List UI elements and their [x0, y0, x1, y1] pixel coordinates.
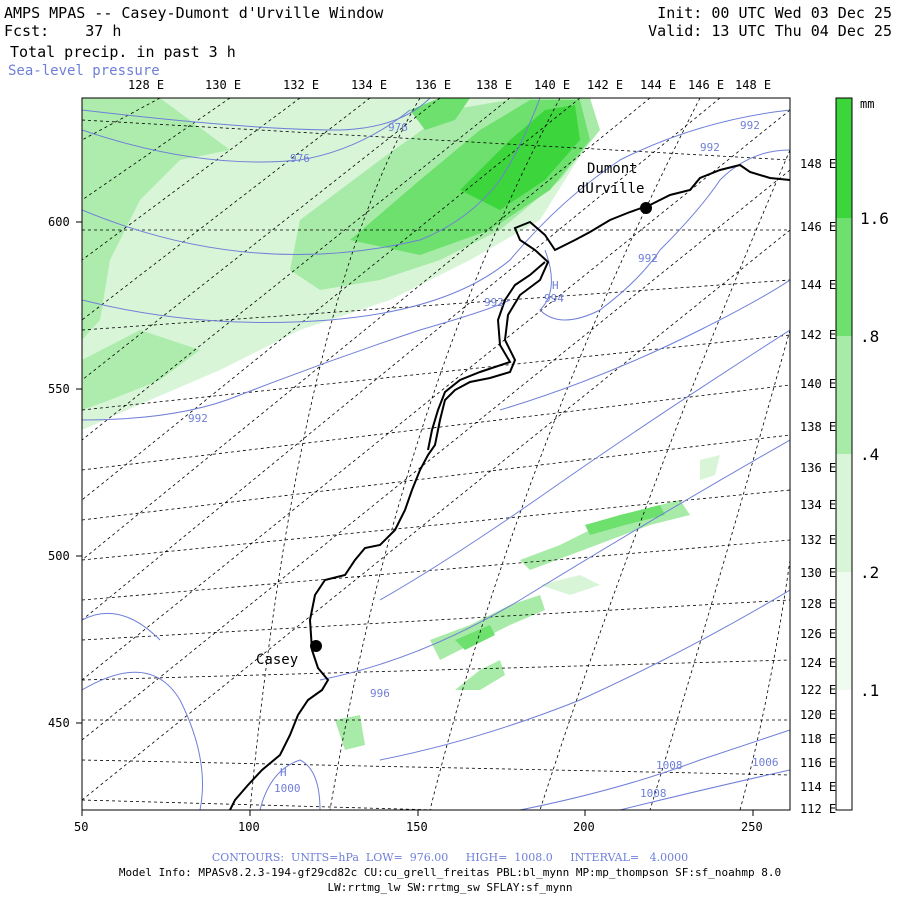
- lon-label: 120 E: [800, 708, 836, 722]
- y-tick-label: 500: [48, 549, 70, 563]
- high-marker: H: [552, 279, 559, 292]
- lon-label: 134 E: [800, 498, 836, 512]
- colorbar-level: .1: [860, 681, 879, 700]
- colorbar-level: .4: [860, 445, 879, 464]
- coastline: [229, 163, 790, 810]
- right-lon-labels: 148 E 146 E 144 E 142 E 140 E 138 E 136 …: [800, 157, 836, 816]
- contour-info: CONTOURS: UNITS=hPa LOW= 976.00 HIGH= 10…: [211, 851, 689, 864]
- contour-label: 992: [700, 141, 720, 154]
- lon-label: 144 E: [640, 78, 676, 92]
- lon-label: 148 E: [800, 157, 836, 171]
- contour-label: 1008: [640, 787, 667, 800]
- lon-label: 128 E: [128, 78, 164, 92]
- x-tick-label: 250: [741, 820, 763, 834]
- x-tick-label: 50: [74, 820, 88, 834]
- contour-label: 1008: [656, 759, 683, 772]
- contour-label: 996: [370, 687, 390, 700]
- colorbar-segment-0.8: [836, 218, 852, 336]
- coastline-inner: [427, 261, 546, 451]
- station-dumont-marker: [640, 202, 652, 214]
- x-axis: 50 100 150 200 250: [74, 810, 763, 834]
- lon-label: 144 E: [800, 278, 836, 292]
- colorbar-level: .2: [860, 563, 879, 582]
- field-name: Total precip. in past 3 h: [10, 43, 236, 61]
- lon-label: 146 E: [800, 220, 836, 234]
- lon-label: 128 E: [800, 597, 836, 611]
- lon-label: 130 E: [800, 566, 836, 580]
- contour-label: 994: [544, 292, 564, 305]
- lon-label: 114 E: [800, 780, 836, 794]
- colorbar: mm .1 .2 .4 .8 1.6: [835, 97, 889, 811]
- model-info: Model Info: MPASv8.2.3-194-gf29cd82c CU:…: [118, 866, 782, 879]
- contour-label: 992: [638, 252, 658, 265]
- x-tick-label: 100: [238, 820, 260, 834]
- y-tick-label: 600: [48, 215, 70, 229]
- lon-label: 118 E: [800, 732, 836, 746]
- top-lon-labels: 128 E 130 E 132 E 134 E 136 E 138 E 140 …: [128, 78, 771, 92]
- lon-label: 142 E: [587, 78, 623, 92]
- lon-label: 126 E: [800, 627, 836, 641]
- colorbar-segment-0: [836, 690, 852, 810]
- contour-label: 992: [740, 119, 760, 132]
- colorbar-segment-0.1: [836, 572, 852, 690]
- lon-label: 138 E: [800, 420, 836, 434]
- lon-label: 130 E: [205, 78, 241, 92]
- contour-labels: 976 976 992 992 992 994 992 992 996 1000…: [188, 119, 779, 800]
- contour-label: 976: [388, 121, 408, 134]
- colorbar-unit: mm: [860, 97, 874, 111]
- colorbar-level: .8: [860, 327, 879, 346]
- graticule: [82, 98, 790, 810]
- lon-label: 124 E: [800, 656, 836, 670]
- lon-label: 132 E: [800, 533, 836, 547]
- lon-label: 122 E: [800, 683, 836, 697]
- contour-label: 1000: [274, 782, 301, 795]
- lon-label: 112 E: [800, 802, 836, 816]
- station-dumont-label2: dUrville: [577, 181, 644, 197]
- x-tick-label: 200: [573, 820, 595, 834]
- contour-label: 976: [290, 152, 310, 165]
- lon-label: 148 E: [735, 78, 771, 92]
- forecast-hour: Fcst: 37 h: [4, 22, 122, 40]
- contour-label: 992: [484, 296, 504, 309]
- station-casey-label: Casey: [256, 652, 298, 668]
- lon-label: 116 E: [800, 756, 836, 770]
- colorbar-segment-0.2: [836, 454, 852, 572]
- overlay-name: Sea-level pressure: [8, 63, 160, 79]
- station-casey-marker: [310, 640, 322, 652]
- lon-label: 132 E: [283, 78, 319, 92]
- high-marker: H: [280, 766, 287, 779]
- y-tick-label: 550: [48, 382, 70, 396]
- valid-time: Valid: 13 UTC Thu 04 Dec 25: [648, 22, 892, 40]
- colorbar-segment-1.6: [836, 98, 852, 218]
- contour-label: 1006: [752, 756, 779, 769]
- map-title: AMPS MPAS -- Casey-Dumont d'Urville Wind…: [4, 4, 384, 22]
- y-tick-label: 450: [48, 716, 70, 730]
- contour-label: 992: [188, 412, 208, 425]
- lon-label: 140 E: [534, 78, 570, 92]
- station-dumont-label1: Dumont: [587, 161, 638, 177]
- pressure-contours: [82, 98, 790, 810]
- lon-label: 136 E: [800, 461, 836, 475]
- lon-label: 142 E: [800, 328, 836, 342]
- colorbar-segment-0.4: [836, 336, 852, 454]
- lon-label: 140 E: [800, 377, 836, 391]
- colorbar-level: 1.6: [860, 209, 889, 228]
- y-axis: 600 550 500 450: [48, 215, 82, 730]
- lon-label: 146 E: [688, 78, 724, 92]
- init-time: Init: 00 UTC Wed 03 Dec 25: [657, 4, 892, 22]
- lon-label: 136 E: [415, 78, 451, 92]
- lon-label: 138 E: [476, 78, 512, 92]
- plot-frame: [81, 97, 791, 811]
- plot-area: [82, 98, 790, 810]
- x-tick-label: 150: [406, 820, 428, 834]
- model-info-2: LW:rrtmg_lw SW:rrtmg_sw SFLAY:sf_mynn: [327, 881, 573, 894]
- lon-label: 134 E: [351, 78, 387, 92]
- precip-shading: [82, 98, 720, 750]
